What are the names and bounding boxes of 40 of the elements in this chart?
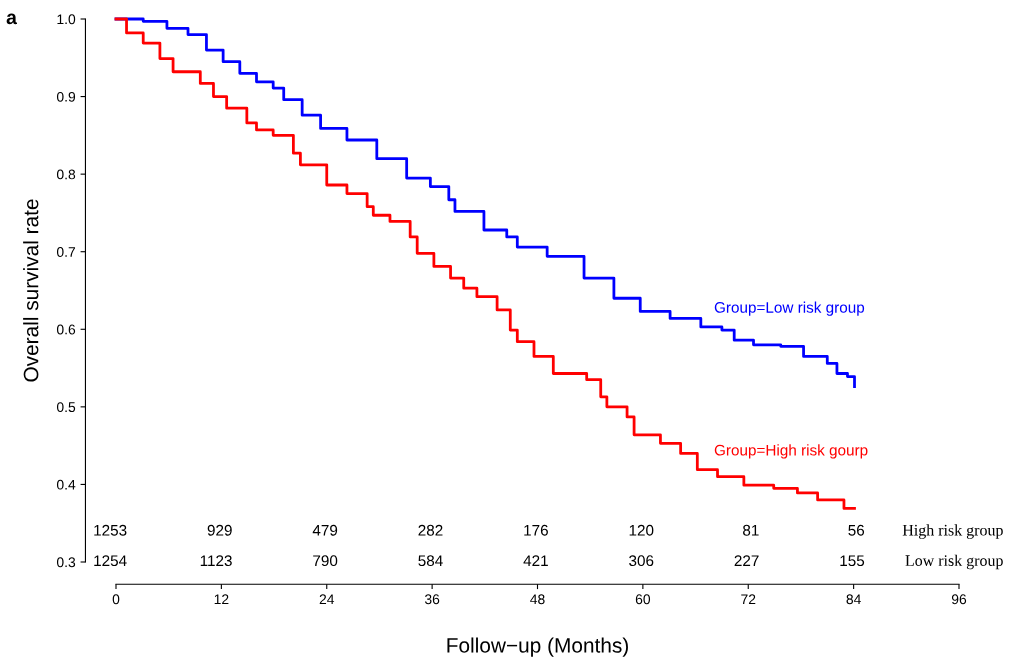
- annotation: 155: [840, 555, 865, 567]
- annotation: 120: [629, 524, 654, 536]
- y-tick-label: 0.7: [56, 247, 76, 257]
- y-tick-label: 0.6: [56, 324, 76, 335]
- y-tick-label: 1.0: [57, 14, 76, 25]
- annotation: 421: [523, 555, 548, 566]
- x-tick-label: 48: [530, 594, 545, 605]
- x-tick-label: 60: [635, 594, 651, 605]
- annotation: 56: [848, 524, 865, 536]
- annotation: 584: [418, 555, 443, 567]
- x-tick-label: 12: [214, 594, 229, 605]
- annotation: High risk group: [902, 524, 1003, 539]
- y-tick-label: 0.4: [56, 479, 76, 490]
- x-tick-label: 24: [319, 594, 335, 605]
- annotation: 790: [313, 555, 338, 567]
- annotation: 306: [629, 555, 654, 567]
- x-axis-title: Follow−up (Months): [447, 637, 628, 657]
- x-tick-label: 96: [951, 594, 967, 605]
- y-axis-title: Overall survival rate: [23, 199, 39, 382]
- series-label: Group=High risk gourp: [714, 444, 868, 459]
- annotation: 81: [743, 524, 759, 536]
- annotation: 929: [207, 524, 232, 536]
- annotation: 1254: [94, 555, 127, 567]
- x-tick-label: 72: [741, 594, 756, 605]
- y-tick-label: 0.3: [56, 557, 76, 568]
- annotation: 1253: [94, 524, 127, 536]
- y-tick-label: 0.9: [56, 91, 76, 102]
- text: a: [6, 13, 18, 25]
- annotation: 479: [312, 524, 338, 536]
- annotation: 282: [418, 524, 443, 536]
- annotation: Low risk group: [905, 554, 1003, 570]
- x-tick-label: 0: [112, 594, 120, 605]
- annotation: 176: [524, 524, 548, 536]
- x-tick-label: 36: [424, 594, 440, 605]
- x-tick-label: 84: [846, 594, 861, 605]
- y-tick-label: 0.5: [56, 402, 76, 413]
- annotation: 1123: [200, 555, 232, 567]
- annotation: 227: [734, 555, 759, 566]
- y-tick-label: 0.8: [56, 169, 76, 180]
- series-label: Group=Low risk group: [714, 301, 865, 316]
